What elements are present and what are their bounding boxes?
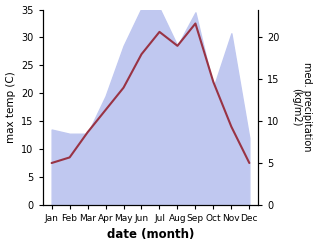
X-axis label: date (month): date (month) <box>107 228 194 242</box>
Y-axis label: max temp (C): max temp (C) <box>5 71 16 143</box>
Y-axis label: med. precipitation
(kg/m2): med. precipitation (kg/m2) <box>291 62 313 152</box>
